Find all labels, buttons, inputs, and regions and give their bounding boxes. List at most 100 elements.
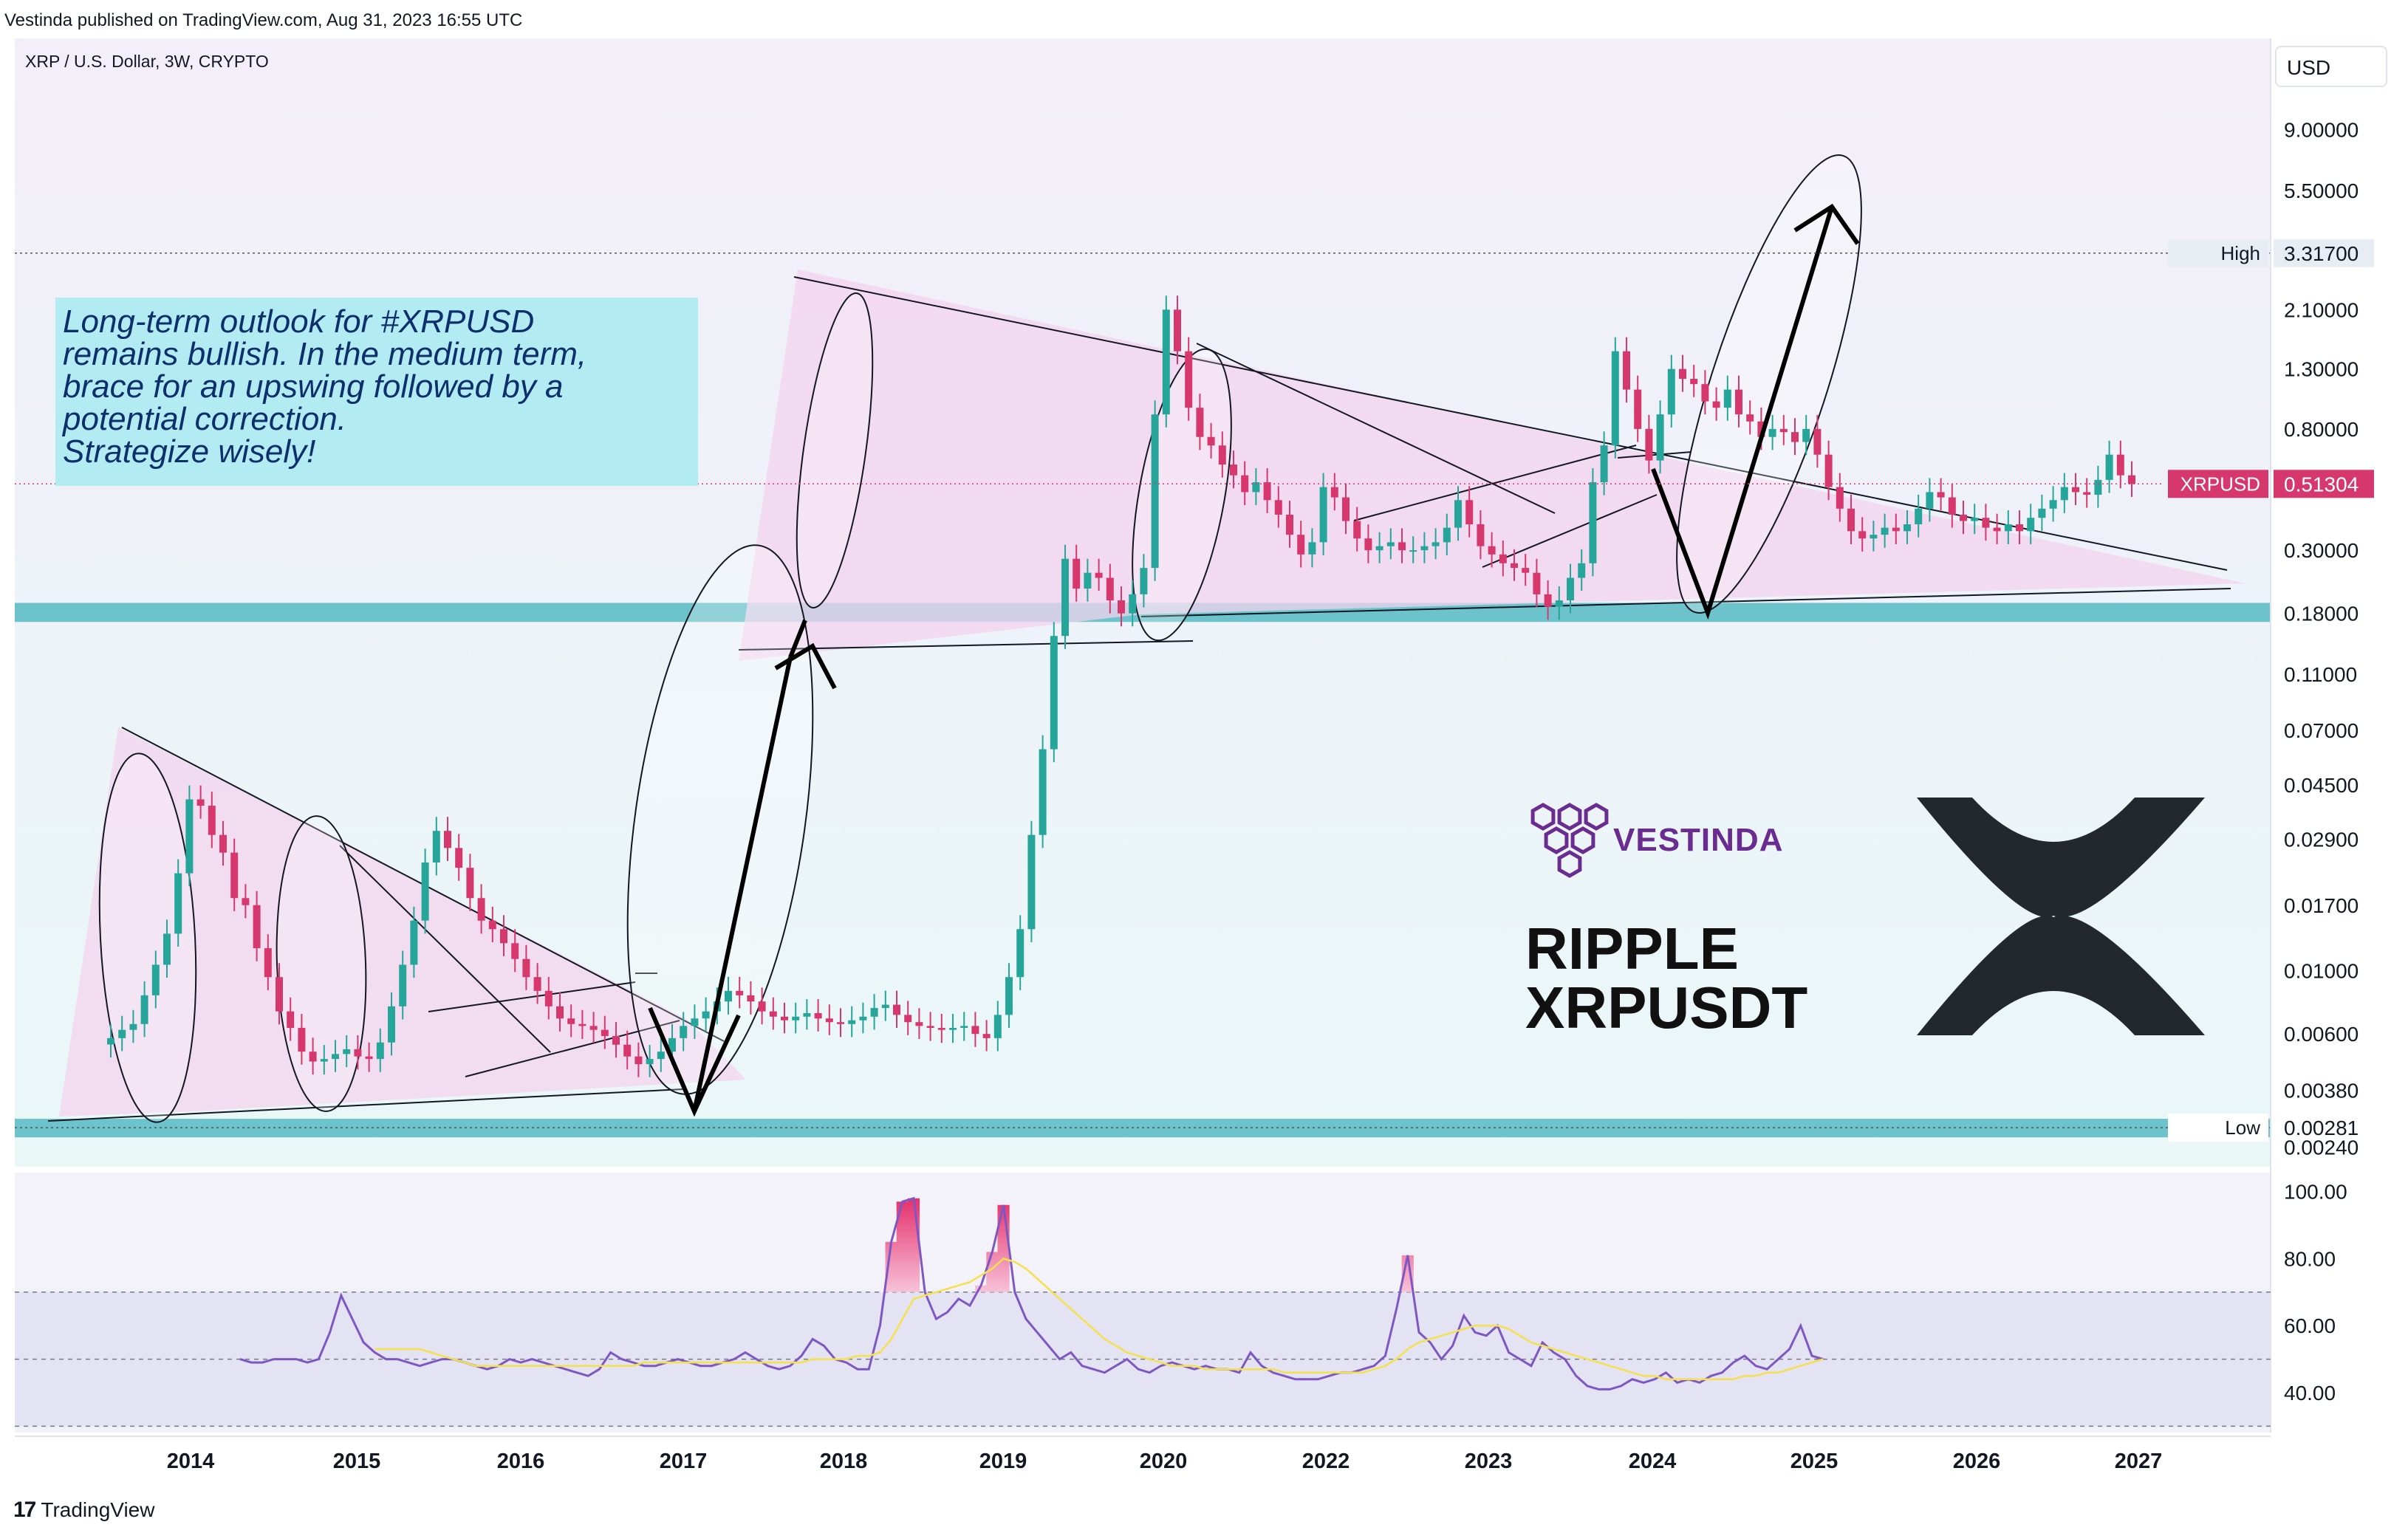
candle-body — [1364, 538, 1372, 551]
candle-body — [253, 905, 261, 949]
candle-body — [736, 990, 744, 995]
y-tick-label: 1.30000 — [2284, 358, 2359, 381]
candle-body — [982, 1034, 991, 1038]
trend-line-2 — [339, 845, 551, 1053]
candle-body — [1993, 527, 2001, 532]
rsi-tick-label: 100.00 — [2284, 1181, 2347, 1204]
candle-body — [1611, 351, 1619, 446]
candle-body — [1375, 546, 1383, 551]
y-tick-label: 0.30000 — [2284, 539, 2359, 562]
y-tick-label: 0.00240 — [2284, 1136, 2359, 1159]
candle-body — [1892, 527, 1900, 532]
candle-body — [859, 1016, 867, 1021]
y-tick-label: 0.11000 — [2284, 663, 2357, 686]
trend-line-11 — [1140, 588, 2231, 617]
arrow-path-1 — [692, 656, 793, 1112]
candle-body — [208, 806, 216, 835]
candle-body — [1881, 527, 1889, 535]
candle-body — [668, 1038, 676, 1052]
candle-body — [2094, 479, 2102, 495]
arrow-path-2 — [774, 642, 837, 690]
candle-body — [937, 1027, 945, 1030]
symbol-legend[interactable]: XRP / U.S. Dollar, 3W, CRYPTO — [25, 52, 269, 72]
candle-body — [1129, 594, 1137, 614]
candle-body — [837, 1022, 844, 1024]
candle-body — [1409, 550, 1417, 552]
y-tick-label: 0.00380 — [2284, 1080, 2359, 1102]
callout-line: remains bullish. In the medium term, — [63, 336, 586, 372]
hexagon — [1570, 826, 1595, 854]
candle-body — [2083, 492, 2091, 495]
candle-body — [1274, 500, 1282, 515]
candle-body — [825, 1018, 833, 1023]
rsi-tick-label: 60.00 — [2284, 1314, 2336, 1337]
candle-body — [691, 1018, 699, 1026]
support-zones — [15, 603, 2271, 1138]
y-tick-label: 0.00600 — [2284, 1023, 2359, 1046]
low-tag-label: Low — [2225, 1117, 2260, 1139]
high-tag: High 3.31700 — [2168, 239, 2374, 267]
hexagon — [1584, 803, 1609, 831]
candle-body — [1218, 445, 1226, 465]
xrp-lower-arc — [1917, 916, 2205, 1035]
candle-body — [1454, 500, 1462, 528]
candle-body — [151, 964, 160, 995]
candle-body — [578, 1023, 586, 1026]
arrow-path-5 — [1793, 203, 1860, 245]
candle-body — [196, 799, 205, 806]
candle-body — [814, 1012, 822, 1019]
candle-body — [657, 1052, 665, 1060]
y-tick-label: 0.01000 — [2284, 960, 2359, 983]
hexagon — [1544, 826, 1569, 854]
candle-body — [1174, 309, 1181, 351]
candle-body — [332, 1054, 339, 1060]
candle-body — [635, 1056, 643, 1065]
candle-body — [1926, 492, 1934, 509]
candle-body — [1723, 389, 1731, 408]
candle-body — [870, 1008, 878, 1017]
arrow-path-3 — [788, 619, 807, 659]
candle-body — [1252, 482, 1260, 493]
trend-line-3 — [428, 981, 636, 1012]
callout-line: brace for an upswing followed by a — [63, 368, 564, 405]
candle-body — [646, 1059, 654, 1065]
projection-arrows — [648, 203, 1860, 1117]
x-tick-label: 2015 — [333, 1450, 381, 1473]
x-tick-label: 2018 — [820, 1450, 868, 1473]
candle-body — [1567, 577, 1574, 601]
candle-body — [511, 943, 519, 959]
candle-body — [1813, 428, 1822, 455]
high-tag-value: 3.31700 — [2284, 242, 2359, 265]
candle-body — [1544, 594, 1552, 607]
candle-body — [960, 1026, 968, 1028]
x-tick-label: 2020 — [1140, 1450, 1188, 1473]
candle-body — [2027, 518, 2035, 532]
y-tick-label: 2.10000 — [2284, 298, 2359, 321]
currency-selector[interactable]: USD — [2275, 46, 2387, 87]
x-tick-label: 2016 — [497, 1450, 545, 1473]
candle-body — [1904, 524, 1911, 532]
pattern-fill-2018 — [739, 270, 2245, 661]
candle-body — [680, 1026, 688, 1038]
cycle-ellipse-5 — [1676, 154, 1862, 614]
candle-body — [185, 799, 194, 874]
candle-body — [1286, 514, 1293, 535]
time-axis[interactable]: 2014 2015 2016 2017 2018 2019 2020 2022 2023 2024… — [15, 1436, 2271, 1473]
low-tag: Low 0.00281 — [2168, 1114, 2374, 1142]
candle-body — [1465, 500, 1474, 525]
candle-body — [792, 1016, 800, 1021]
candle-body — [567, 1018, 575, 1024]
candle-body — [1847, 508, 1855, 532]
candle-body — [354, 1049, 362, 1057]
candle-body — [1690, 379, 1698, 385]
symbol-title: XRP / U.S. Dollar, 3W, CRYPTO — [25, 52, 269, 71]
candle-body — [904, 1015, 912, 1023]
vestinda-name: VESTINDA — [1613, 822, 1783, 858]
candle-body — [2038, 508, 2046, 518]
candle-body — [2128, 475, 2135, 484]
candle-body — [2049, 500, 2057, 509]
candle-body — [500, 929, 507, 944]
footer-brand[interactable]: 17 TradingView — [13, 1498, 154, 1523]
